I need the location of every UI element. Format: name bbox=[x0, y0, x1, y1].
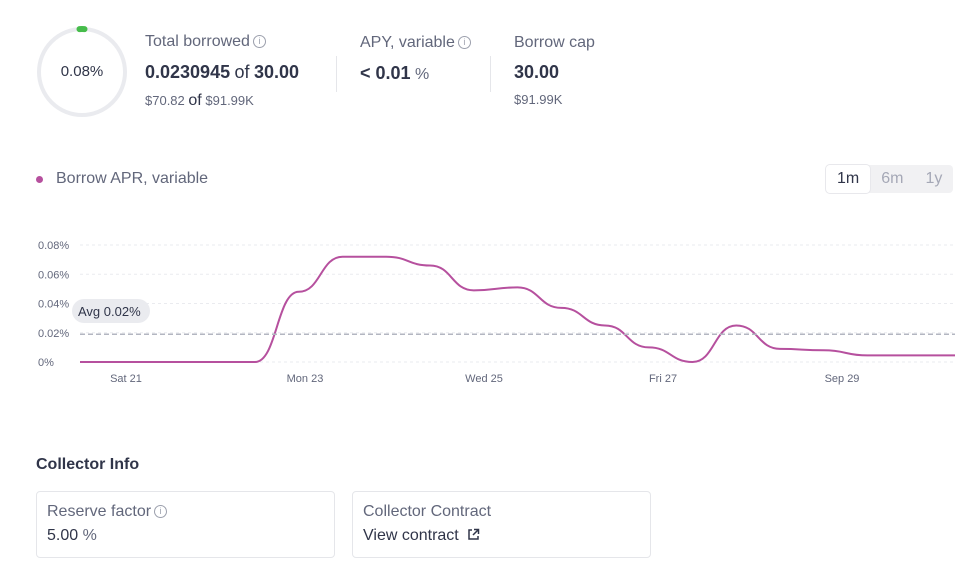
collector-info-heading: Collector Info bbox=[36, 456, 140, 473]
borrow-apr-chart: 0.08% 0.06% 0.04% 0.02% 0% Avg 0.02% Sat 21 Mon… bbox=[38, 240, 956, 385]
y-tick-label: 0% bbox=[38, 357, 54, 369]
collector-contract-card: Collector Contract View contract bbox=[352, 491, 651, 558]
utilization-percent: 0.08% bbox=[60, 63, 104, 80]
reserve-factor-value-row: 5.00 % bbox=[47, 527, 97, 545]
total-borrowed-label: Total borrowed bbox=[145, 33, 250, 50]
total-borrowed-amount: 0.0230945 bbox=[145, 62, 231, 82]
info-icon[interactable]: i bbox=[252, 35, 266, 49]
usd-symbol: $ bbox=[205, 93, 213, 108]
total-borrowed-usd-row: $70.82 of $91.99K bbox=[145, 92, 254, 110]
borrow-cap-usd: 91.99K bbox=[521, 92, 563, 107]
x-tick-label: Sat 21 bbox=[110, 373, 142, 385]
reserve-factor-card: Reserve factor i 5.00 % bbox=[36, 491, 335, 558]
info-icon[interactable]: i bbox=[457, 36, 471, 50]
view-contract-label: View contract bbox=[363, 527, 459, 544]
total-borrowed-usd-of: of bbox=[188, 92, 202, 109]
reserve-factor-suffix: % bbox=[82, 527, 97, 544]
chart-legend-label: Borrow APR, variable bbox=[56, 170, 209, 187]
borrow-apr-line bbox=[79, 255, 955, 364]
y-tick-label: 0.02% bbox=[38, 328, 69, 340]
apy-title: APY, variable i bbox=[360, 34, 471, 52]
x-tick-label: Mon 23 bbox=[287, 373, 324, 385]
total-borrowed-title: Total borrowed i bbox=[145, 33, 266, 51]
apy-suffix: % bbox=[415, 66, 430, 83]
borrow-cap-usd-row: $91.99K bbox=[514, 92, 562, 107]
usd-symbol: $ bbox=[145, 93, 153, 108]
range-1y-button[interactable]: 1y bbox=[925, 170, 943, 187]
view-contract-link[interactable]: View contract bbox=[363, 527, 480, 545]
total-borrowed-of: of bbox=[234, 62, 250, 82]
reserve-factor-label: Reserve factor bbox=[47, 503, 152, 520]
average-label-bg bbox=[72, 299, 150, 323]
apy-label: APY, variable bbox=[360, 34, 455, 51]
total-borrowed-usd: 70.82 bbox=[152, 93, 185, 108]
range-6m-button[interactable]: 6m bbox=[881, 170, 904, 187]
borrow-cap-title: Borrow cap bbox=[514, 34, 595, 51]
apy-value-row: < 0.01 % bbox=[360, 63, 429, 84]
info-icon[interactable]: i bbox=[154, 505, 168, 519]
borrow-cap-amount: 30.00 bbox=[514, 62, 560, 82]
legend-dot bbox=[36, 176, 43, 183]
y-tick-label: 0.06% bbox=[38, 269, 69, 281]
y-tick-label: 0.04% bbox=[38, 299, 69, 311]
total-borrowed-usd-cap: 91.99K bbox=[212, 93, 254, 108]
x-tick-label: Sep 29 bbox=[825, 373, 860, 385]
time-range-selector: 1m 6m 1y bbox=[826, 165, 954, 193]
total-borrowed-cap: 30.00 bbox=[254, 62, 300, 82]
average-label: Avg 0.02% bbox=[78, 304, 141, 319]
divider bbox=[490, 56, 491, 92]
total-borrowed-amount-row: 0.0230945 of 30.00 bbox=[145, 62, 299, 83]
reserve-factor-title: Reserve factor i bbox=[47, 503, 168, 521]
divider bbox=[336, 56, 337, 92]
external-link-icon bbox=[468, 528, 480, 540]
reserve-factor-value: 5.00 bbox=[47, 527, 79, 544]
range-1m-button[interactable]: 1m bbox=[826, 165, 871, 193]
usd-symbol: $ bbox=[514, 92, 522, 107]
apy-value: < 0.01 bbox=[360, 63, 411, 83]
y-tick-label: 0.08% bbox=[38, 240, 69, 252]
utilization-ring bbox=[37, 26, 127, 117]
x-tick-label: Wed 25 bbox=[465, 373, 503, 385]
x-tick-label: Fri 27 bbox=[649, 373, 677, 385]
collector-contract-title: Collector Contract bbox=[363, 503, 492, 520]
